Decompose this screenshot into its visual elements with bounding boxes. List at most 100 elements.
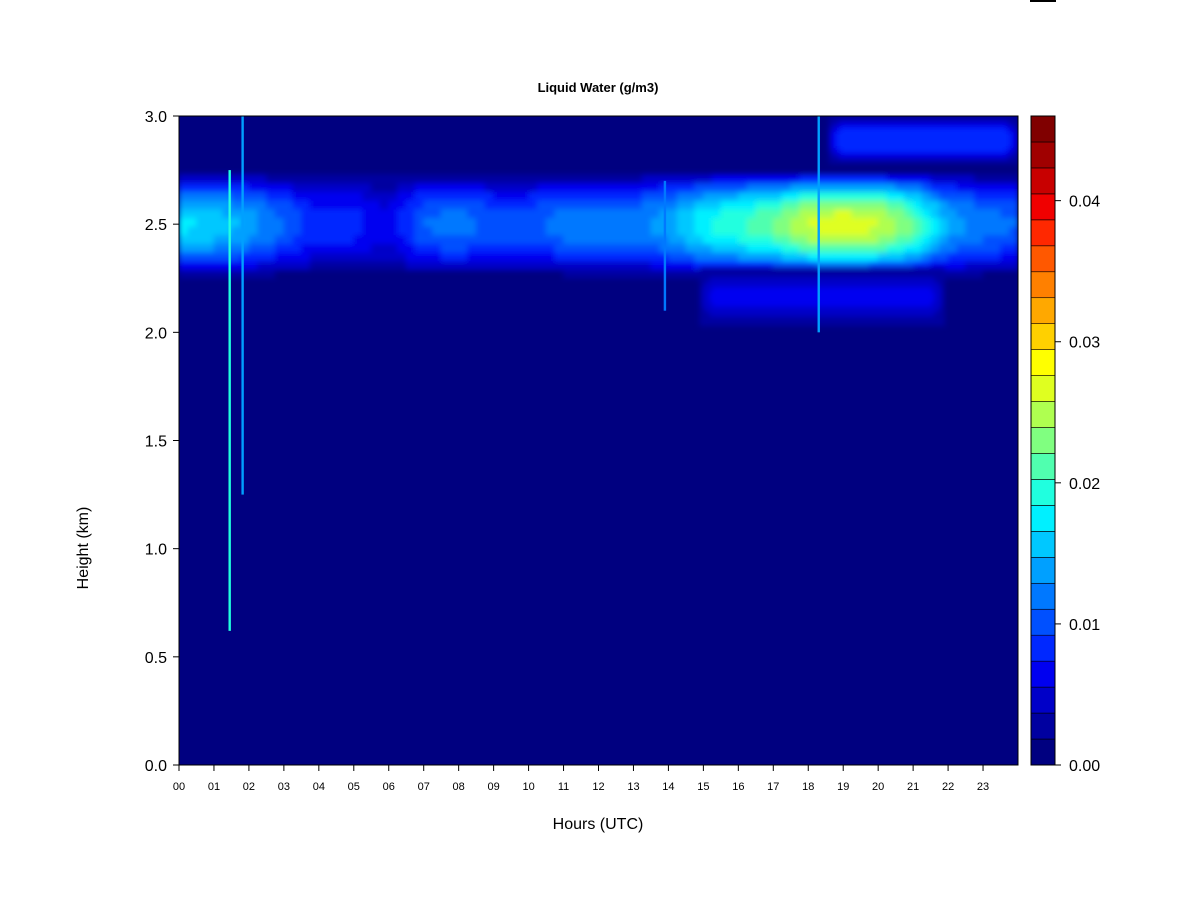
heat-cell	[475, 269, 486, 279]
heat-cell	[796, 296, 800, 302]
heat-cell	[292, 200, 302, 210]
heat-cell	[405, 269, 416, 279]
heat-cell	[895, 131, 899, 137]
heat-cell	[388, 200, 398, 210]
heat-cell	[966, 139, 970, 145]
heat-cell	[791, 301, 795, 307]
heat-cell	[952, 127, 956, 133]
heat-cell	[239, 191, 250, 201]
heat-cell	[887, 135, 891, 141]
heat-cell	[864, 127, 867, 133]
heat-cell	[854, 127, 858, 133]
heat-cell	[849, 320, 854, 327]
heat-cell	[970, 135, 974, 141]
heat-cell	[1007, 131, 1011, 137]
heat-cell	[923, 119, 926, 125]
heat-cell	[414, 243, 425, 253]
heat-cell	[893, 301, 897, 307]
heat-cell	[996, 116, 999, 121]
heat-cell	[850, 127, 854, 133]
heat-cell	[641, 200, 652, 210]
heat-cell	[825, 260, 835, 270]
heat-cell	[829, 306, 833, 312]
heat-cell	[844, 135, 848, 141]
heat-cell	[714, 291, 719, 297]
heat-cell	[935, 151, 938, 156]
heat-cell	[848, 127, 852, 133]
heat-cell	[907, 127, 911, 133]
heat-cell	[916, 276, 920, 283]
heat-cell	[633, 200, 643, 210]
heat-cell	[970, 143, 974, 149]
heat-cell	[791, 286, 795, 293]
heat-cell	[405, 200, 416, 210]
heat-cell	[958, 119, 962, 125]
heat-cell	[899, 127, 903, 133]
heat-cell	[764, 208, 774, 218]
heat-cell	[1013, 155, 1017, 160]
heat-cell	[976, 116, 979, 121]
heat-cell	[974, 123, 978, 129]
heat-cell	[484, 251, 494, 262]
heat-cell	[830, 159, 834, 164]
heat-cell	[933, 127, 936, 133]
heat-cell	[717, 320, 721, 327]
heat-cell	[257, 217, 267, 227]
heat-cell	[804, 281, 808, 288]
heat-cell	[1005, 127, 1009, 133]
colorbar-swatch	[1030, 401, 1056, 428]
heat-cell	[952, 139, 956, 145]
heat-cell	[968, 151, 972, 156]
heat-cell	[978, 151, 981, 156]
heat-cell	[916, 320, 920, 327]
heat-cell	[872, 127, 875, 133]
heat-cell	[722, 276, 726, 283]
heat-cell	[702, 310, 706, 317]
heat-cell	[928, 286, 933, 293]
heat-cell	[753, 315, 757, 322]
heat-cell	[982, 243, 993, 253]
heat-cell	[917, 123, 920, 129]
heat-cell	[248, 243, 258, 253]
heat-cell	[786, 320, 790, 327]
heat-cell	[868, 135, 871, 141]
heat-cell	[941, 135, 944, 141]
heat-cell	[755, 200, 765, 210]
heat-cell	[893, 272, 897, 278]
heat-cell	[196, 200, 206, 210]
heat-cell	[745, 301, 749, 307]
heat-cell	[327, 260, 337, 270]
heat-cell	[964, 143, 968, 149]
heat-cell	[830, 135, 834, 141]
heat-cell	[772, 200, 783, 210]
heat-cell	[880, 276, 884, 283]
heat-cell	[923, 127, 926, 133]
heat-cell	[1005, 151, 1009, 156]
heat-cell	[742, 306, 747, 312]
heat-cell	[942, 143, 946, 149]
heat-cell	[874, 116, 877, 121]
heat-cell	[978, 139, 981, 145]
heat-cell	[825, 182, 835, 193]
heat-cell	[918, 267, 922, 273]
heat-cell	[773, 315, 777, 322]
heat-cell	[842, 267, 846, 273]
heat-cell	[814, 301, 818, 307]
heat-cell	[886, 234, 896, 244]
heat-cell	[900, 281, 905, 288]
cloud-layer-3	[828, 116, 1018, 164]
heat-cell	[842, 119, 846, 125]
heat-cell	[962, 155, 966, 160]
heat-cell	[702, 267, 706, 273]
heat-cell	[788, 291, 792, 297]
heat-cell	[694, 191, 704, 201]
heat-cell	[832, 272, 836, 278]
heat-cell	[950, 131, 954, 137]
heat-cell	[916, 272, 920, 278]
heat-cell	[204, 182, 215, 193]
heat-cell	[860, 260, 870, 270]
heat-cell	[834, 320, 838, 327]
heat-cell	[897, 155, 901, 160]
heat-cell	[257, 200, 267, 210]
heat-cell	[732, 310, 736, 317]
